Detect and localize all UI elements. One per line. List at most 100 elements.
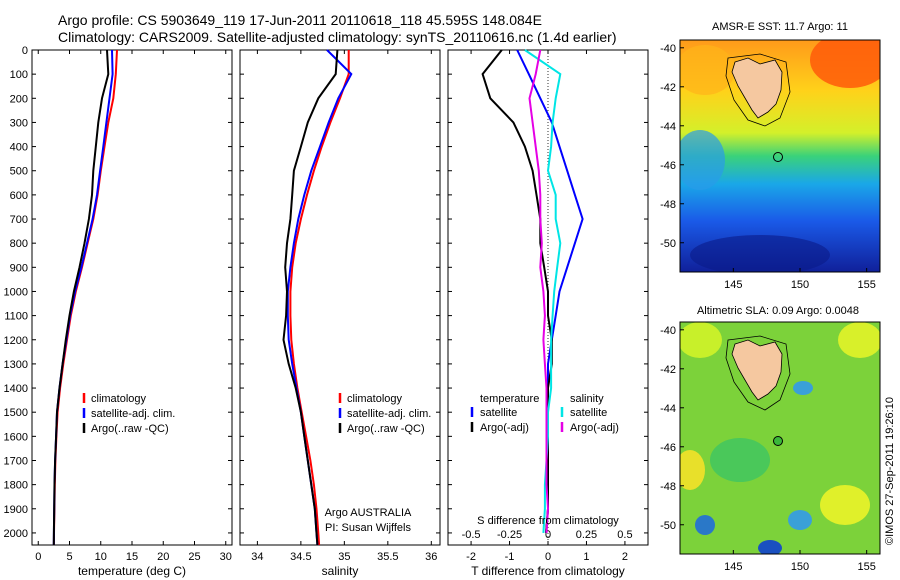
sla-map-frame [679, 321, 881, 555]
legend-label: Argo(-adj) [570, 422, 619, 434]
sla-low-patch [758, 540, 782, 554]
map-x-tick-label: 145 [724, 279, 742, 291]
x-tick-label: 30 [220, 551, 232, 563]
y-tick-label: 1700 [4, 455, 28, 467]
map-y-tick-label: -40 [660, 43, 676, 55]
legend-label: satellite-adj. clim. [347, 408, 431, 420]
sla-high-patch [680, 322, 722, 358]
map-y-tick-label: -40 [660, 325, 676, 337]
legend-label: satellite [480, 407, 517, 419]
legend-label: climatology [347, 393, 403, 405]
temperature-xlabel: temperature (deg C) [78, 564, 186, 578]
y-tick-label: 900 [10, 262, 28, 274]
sla-low-patch [793, 381, 813, 395]
shelf-contour [725, 335, 791, 411]
y-tick-label: 700 [10, 214, 28, 226]
x-tick-label: 25 [188, 551, 200, 563]
x-tick-label: 5 [66, 551, 72, 563]
sst-warm-patch-west [680, 45, 735, 95]
series-line-argo-raw-qc- [52, 49, 110, 546]
legend-label: climatology [91, 393, 147, 405]
x-tick-label: 35.5 [377, 551, 398, 563]
y-tick-label: 1900 [4, 504, 28, 516]
y-tick-label: 1100 [4, 311, 28, 323]
difference-xlabel: T difference from climatology [471, 564, 625, 578]
tasmania-land [731, 339, 783, 401]
map-y-tick-label: -48 [660, 199, 676, 211]
s-tick-label: 0.5 [617, 529, 632, 541]
sst-warm-patch [810, 40, 880, 88]
map-y-tick-label: -48 [660, 481, 676, 493]
map-y-tick-label: -50 [660, 520, 676, 532]
map-x-tick-label: 150 [791, 279, 809, 291]
map-y-tick-label: -50 [660, 238, 676, 250]
sla-high-patch [680, 450, 705, 490]
legend-label: Argo(..raw -QC) [347, 423, 425, 435]
x-tick-label: 0 [545, 551, 551, 563]
map-y-tick-label: -44 [660, 121, 676, 133]
sla-mid-patch [710, 438, 770, 482]
y-tick-label: 300 [10, 117, 28, 129]
y-tick-label: 1600 [4, 431, 28, 443]
legend-label: Argo(-adj) [480, 422, 529, 434]
x-tick-label: 35 [338, 551, 350, 563]
y-tick-label: 1200 [4, 335, 28, 347]
argo-australia-annotation: Argo AUSTRALIA [325, 507, 412, 519]
y-tick-label: 200 [10, 93, 28, 105]
y-tick-label: 1500 [4, 407, 28, 419]
sla-low-patch [695, 515, 715, 535]
temperature-panel: 0100200300400500600700800900100011001200… [4, 45, 232, 563]
series-line-climatology [289, 50, 350, 546]
sla-high-patch [820, 485, 870, 525]
x-tick-label: 15 [126, 551, 138, 563]
x-tick-label: 36 [425, 551, 437, 563]
sla-high-patch [838, 322, 880, 358]
s-tick-label: -0.5 [462, 529, 481, 541]
y-tick-label: 2000 [4, 528, 28, 540]
y-tick-label: 800 [10, 238, 28, 250]
legend-header: temperature [480, 393, 539, 405]
series-line-argo-raw-qc- [282, 49, 339, 546]
sst-map-axes: 145 150 155 -40 -42 -44 -46 -48 -50 [660, 43, 876, 291]
map-y-tick-label: -44 [660, 403, 676, 415]
y-tick-label: 400 [10, 142, 28, 154]
y-tick-label: 600 [10, 190, 28, 202]
map-x-tick-label: 145 [724, 561, 742, 573]
x-tick-label: 10 [95, 551, 107, 563]
x-tick-label: 20 [157, 551, 169, 563]
y-tick-label: 100 [10, 69, 28, 81]
s-tick-label: 0 [545, 529, 551, 541]
temperature-panel-frame [31, 49, 233, 546]
difference-panel: -2 -1 0 1 2 -0.5 -0.25 0 0.25 0.5 temperature satel… [448, 49, 648, 563]
salinity-panel: 34 34.5 35 35.5 36 climatology satellite-adj. … [240, 49, 440, 563]
sst-map-frame [679, 39, 881, 273]
difference-top-label: S difference from climatology [477, 515, 619, 527]
sla-low-patch [788, 510, 812, 530]
sst-cool-eddy [680, 130, 725, 190]
map-y-tick-label: -42 [660, 364, 676, 376]
salinity-panel-frame [239, 49, 441, 546]
s-tick-label: 0.25 [576, 529, 597, 541]
x-tick-label: 34 [251, 551, 263, 563]
sst-map: AMSR-E SST: 11.7 Argo: 11 145 150 155 -40 -4… [660, 21, 881, 291]
sla-map-axes: 145 150 155 -40 -42 -44 -46 -48 -50 [660, 325, 876, 573]
sla-map-title: Altimetric SLA: 0.09 Argo: 0.0048 [697, 305, 859, 317]
salinity-xlabel: salinity [322, 564, 359, 578]
pi-annotation: PI: Susan Wijffels [325, 522, 411, 534]
map-x-tick-label: 150 [791, 561, 809, 573]
y-tick-label: 1400 [4, 383, 28, 395]
x-tick-label: -2 [466, 551, 476, 563]
y-tick-label: 500 [10, 166, 28, 178]
x-tick-label: 1 [583, 551, 589, 563]
map-x-tick-label: 155 [857, 561, 875, 573]
figure-title-line1: Argo profile: CS 5903649_119 17-Jun-2011… [58, 12, 542, 28]
argo-float-marker [773, 152, 783, 162]
series-line-argo-adj- [528, 49, 550, 533]
y-tick-label: 1300 [4, 359, 28, 371]
sst-cold-patch [690, 235, 830, 272]
shelf-contour [725, 53, 791, 127]
map-y-tick-label: -46 [660, 442, 676, 454]
argo-float-marker [773, 436, 783, 446]
sla-map: Altimetric SLA: 0.09 Argo: 0.0048 145 150… [660, 305, 881, 573]
